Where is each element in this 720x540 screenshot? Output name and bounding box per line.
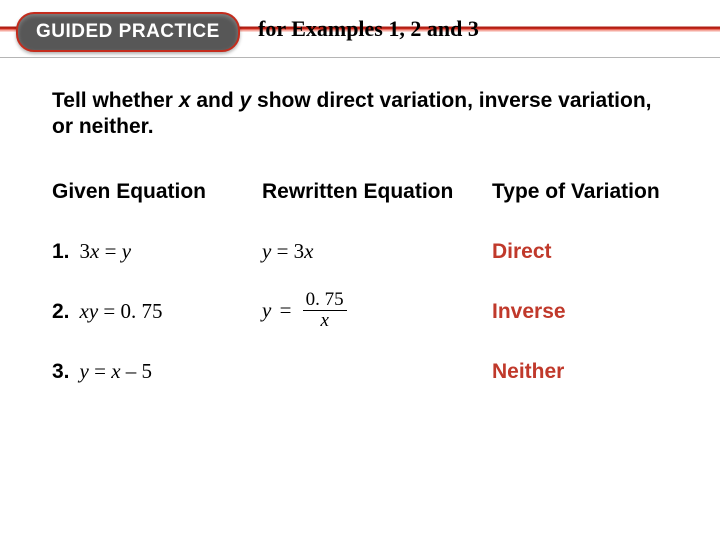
- row-number: 1.: [52, 240, 70, 263]
- given-equation-cell: 3. y = x – 5: [52, 359, 262, 384]
- rewritten-equation: y =: [262, 298, 300, 322]
- table-body: 1.3x = yy = 3xDirect2.xy = 0. 75y = 0. 7…: [52, 229, 668, 395]
- instruction-text: Tell whether x and y show direct variati…: [52, 88, 668, 141]
- header-underline: [0, 57, 720, 58]
- header-band: GUIDED PRACTICE for Examples 1, 2 and 3: [0, 0, 720, 58]
- col-header-rewritten: Rewritten Equation: [262, 180, 492, 204]
- table-row: 1. 3x = y y = 3x Direct: [52, 229, 668, 275]
- fraction-numerator: 0. 75: [303, 290, 347, 311]
- variation-table: Given Equation Rewritten Equation Type o…: [52, 169, 668, 395]
- content-area: Tell whether x and y show direct variati…: [0, 58, 720, 395]
- instruction-mid: and: [191, 89, 240, 112]
- table-row: 2.xy = 0. 75y = 0. 75xInverse: [52, 289, 668, 335]
- row-number: 2.: [52, 300, 70, 323]
- row-number: 3.: [52, 360, 70, 383]
- given-equation: 3x = y: [80, 239, 132, 263]
- col-header-given: Given Equation: [52, 180, 262, 204]
- header-title: for Examples 1, 2 and 3: [258, 16, 479, 42]
- given-equation: y = x – 5: [80, 359, 153, 383]
- rewritten-equation-cell: y = 0. 75x: [262, 291, 492, 332]
- instruction-var-x: x: [179, 89, 191, 112]
- variation-type-cell: Neither: [492, 360, 668, 384]
- variation-type-cell: Direct: [492, 240, 668, 264]
- rewritten-equation: y = 3x: [262, 239, 314, 263]
- rewritten-equation-cell: y = 3x: [262, 239, 492, 264]
- guided-practice-pill: GUIDED PRACTICE: [16, 12, 240, 52]
- instruction-prefix: Tell whether: [52, 89, 179, 112]
- table-header-row: Given Equation Rewritten Equation Type o…: [52, 169, 668, 215]
- variation-type-cell: Inverse: [492, 300, 668, 324]
- given-equation-cell: 2. xy = 0. 75: [52, 299, 262, 324]
- instruction-var-y: y: [240, 89, 252, 112]
- table-row: 3. y = x – 5 Neither: [52, 349, 668, 395]
- fraction: 0. 75x: [303, 290, 347, 331]
- variation-answer: Direct: [492, 240, 552, 263]
- fraction-denominator: x: [317, 311, 331, 331]
- variation-answer: Inverse: [492, 300, 566, 323]
- given-equation-cell: 1. 3x = y: [52, 239, 262, 264]
- given-equation: xy = 0. 75: [80, 299, 163, 323]
- col-header-type: Type of Variation: [492, 180, 668, 204]
- variation-answer: Neither: [492, 360, 564, 383]
